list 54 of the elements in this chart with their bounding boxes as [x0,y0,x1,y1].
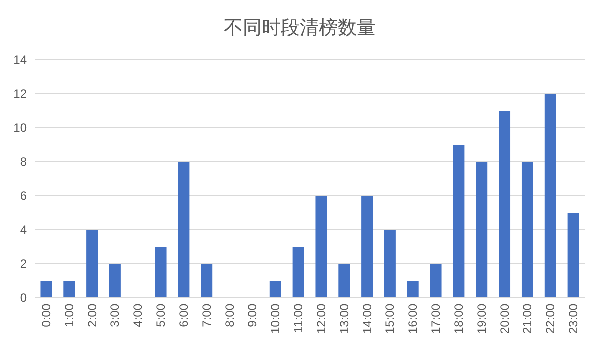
bar [316,196,328,298]
x-tick-label: 10:00 [268,304,283,334]
y-tick-label: 6 [20,189,28,203]
bar [270,281,282,298]
x-tick-label: 1:00 [62,304,76,328]
chart-title: 不同时段清榜数量 [224,18,376,39]
bar [40,281,52,298]
y-tick-label: 8 [20,155,28,169]
x-tick-label: 11:00 [292,304,306,334]
bar [522,162,534,298]
x-tick-label: 13:00 [337,304,352,334]
y-tick-label: 14 [14,53,28,67]
bar [476,162,488,298]
y-tick-label: 4 [20,223,28,237]
x-tick-label: 7:00 [200,304,214,328]
bar [86,230,98,298]
x-tick-label: 0:00 [39,304,54,328]
bar [201,264,213,298]
x-tick-label: 6:00 [176,304,191,328]
bar [292,247,304,298]
x-tick-label: 5:00 [154,304,168,328]
y-tick-label: 10 [14,121,28,135]
x-tick-label: 2:00 [85,304,100,328]
x-tick-label: 16:00 [406,304,420,334]
x-tick-label: 15:00 [383,304,398,334]
x-tick-label: 23:00 [566,304,581,334]
x-tick-label: 19:00 [474,304,489,334]
x-tick-label: 9:00 [246,304,260,328]
x-tick-label: 20:00 [498,304,512,334]
x-tick-label: 18:00 [452,304,466,334]
bar [178,162,190,298]
y-tick-label: 0 [20,291,28,305]
y-tick-label: 2 [20,257,28,271]
bar [155,247,167,298]
bar [64,281,76,298]
bar [407,281,419,298]
x-tick-label: 8:00 [222,304,237,328]
x-tick-label: 22:00 [544,304,558,334]
x-tick-label: 12:00 [314,304,328,334]
bar [384,230,396,298]
x-tick-label: 17:00 [429,304,444,334]
bar [453,145,465,298]
y-tick-label: 12 [14,87,28,101]
bar [338,264,350,298]
bar [430,264,442,298]
x-tick-label: 14:00 [360,304,374,334]
bar [544,94,556,298]
bar [109,264,121,298]
x-tick-label: 21:00 [520,304,535,334]
bar [568,213,580,298]
bar [362,196,374,298]
x-tick-label: 4:00 [131,304,146,328]
bar [499,111,511,298]
x-tick-label: 3:00 [108,304,122,328]
